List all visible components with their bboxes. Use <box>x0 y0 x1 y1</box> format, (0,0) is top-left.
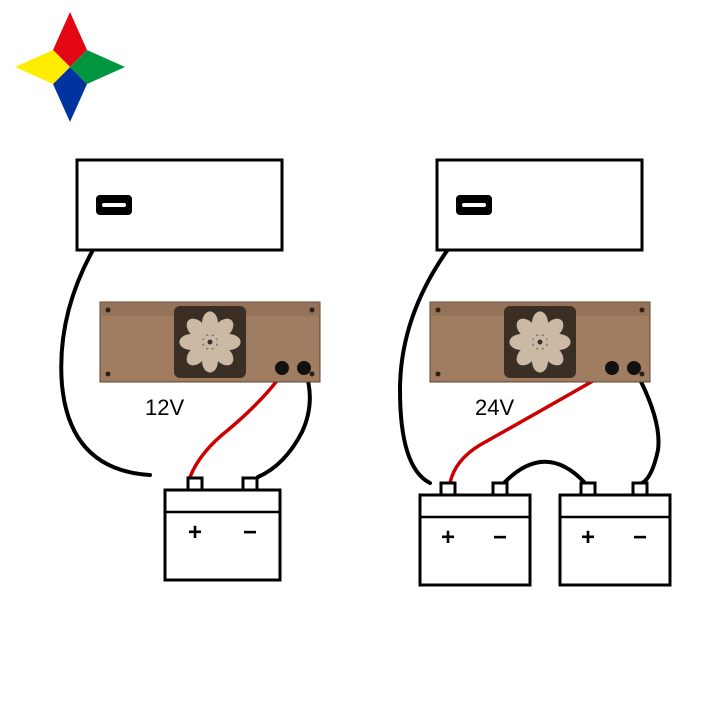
charger-unit <box>100 302 320 382</box>
voltage-label: 24V <box>475 395 514 420</box>
voltage-label: 12V <box>145 395 184 420</box>
charger-unit <box>430 302 650 382</box>
positive-label: + <box>581 524 595 551</box>
wall-outlet <box>77 160 282 250</box>
battery: +− <box>560 483 670 585</box>
positive-label: + <box>188 519 202 546</box>
wiring-diagram: +−12V+−+−24V <box>0 0 720 720</box>
battery: +− <box>420 483 530 585</box>
negative-label: − <box>493 524 507 551</box>
wire <box>190 370 285 477</box>
diagram-12V: +−12V <box>61 218 310 580</box>
diagram-24V: +−+−24V <box>400 218 670 585</box>
logo-star <box>15 12 125 122</box>
wire <box>503 462 585 484</box>
negative-label: − <box>633 524 647 551</box>
battery: +− <box>165 478 280 580</box>
positive-label: + <box>441 524 455 551</box>
wall-outlet <box>437 160 642 250</box>
wire <box>258 370 310 477</box>
wire <box>635 370 659 483</box>
negative-label: − <box>243 519 257 546</box>
